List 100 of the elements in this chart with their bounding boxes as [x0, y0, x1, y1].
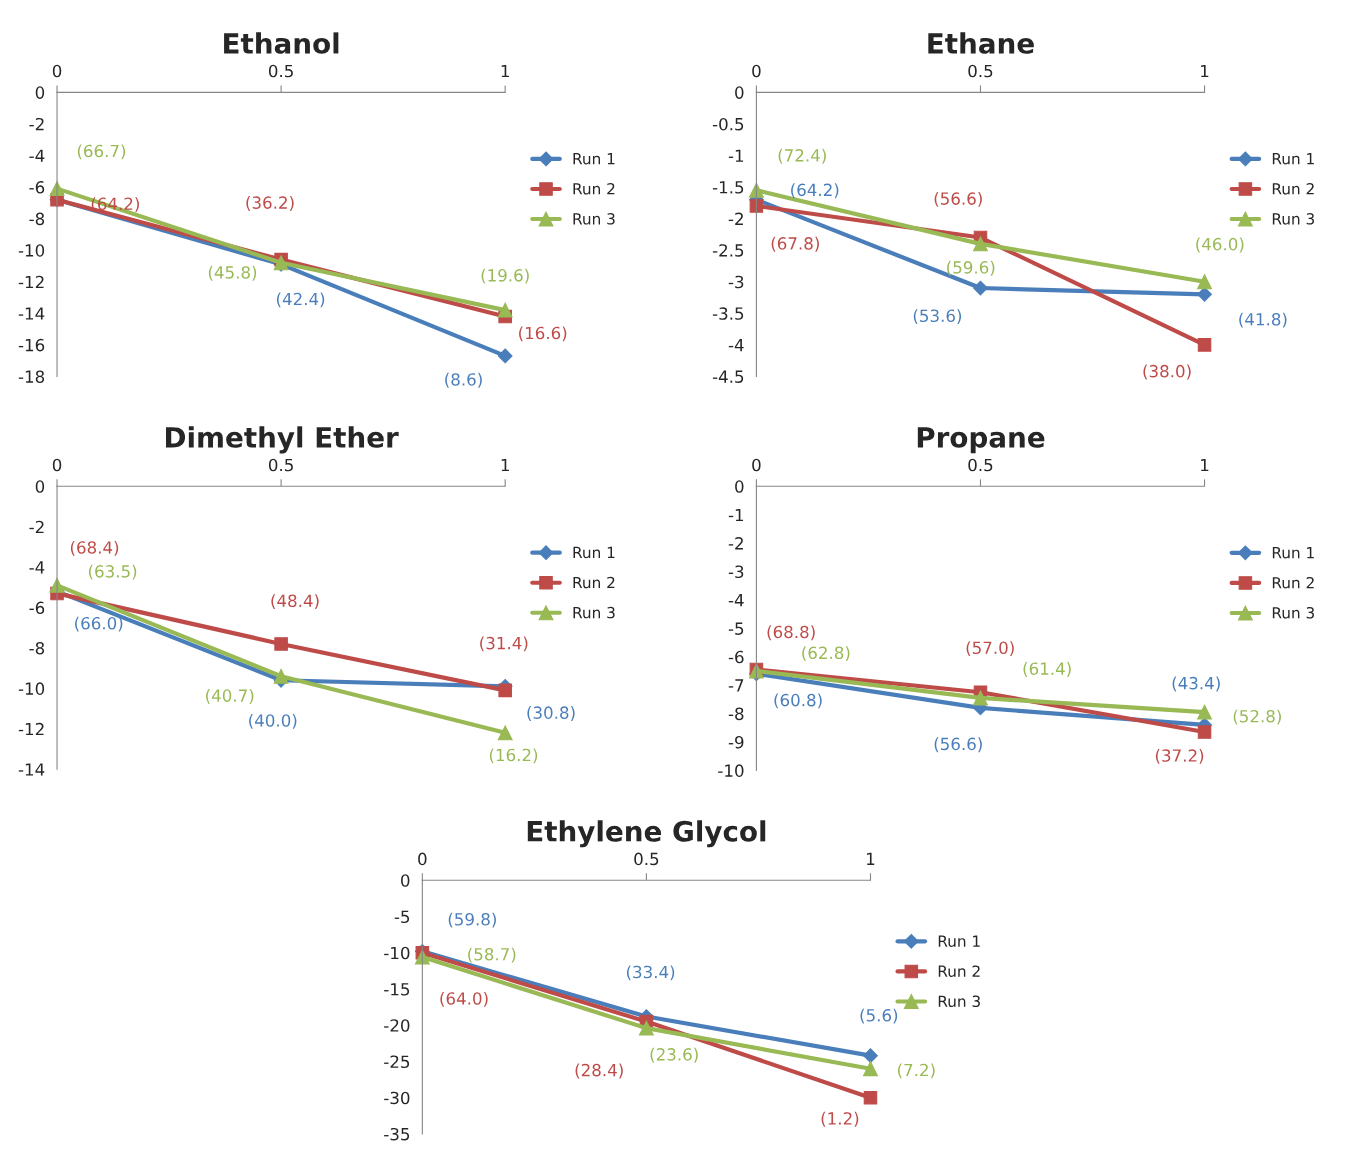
x-tick-label: 0: [52, 458, 62, 472]
x-tick-label: 0.5: [268, 64, 293, 78]
y-tick-label: -10: [18, 682, 45, 695]
annotation: (46.0): [1196, 237, 1244, 253]
y-tick-label: -2: [29, 520, 44, 534]
point: [274, 637, 288, 651]
point: [863, 1048, 878, 1064]
annotation: (67.8): [771, 236, 819, 252]
annotation: (31.4): [480, 636, 528, 652]
legend-label: Run 3: [938, 995, 980, 1008]
y-tick-label: -6: [728, 650, 744, 664]
y-tick-label: 0: [735, 480, 744, 493]
annotation: (40.0): [249, 713, 297, 729]
annotation: (40.7): [206, 689, 254, 704]
point: [863, 1061, 878, 1077]
legend-label: Run 3: [1272, 607, 1315, 619]
legend-label: Run 2: [938, 965, 980, 977]
point: [748, 182, 764, 198]
y-tick-label: -15: [384, 983, 410, 996]
point: [273, 668, 289, 684]
annotation: (59.6): [947, 260, 995, 276]
x-tick-label: 0.5: [968, 458, 993, 472]
point: [1197, 274, 1213, 290]
point: [1197, 286, 1212, 302]
legend-label: Run 1: [573, 153, 615, 165]
y-tick-label: -1: [728, 149, 744, 162]
annotation: (56.6): [934, 191, 982, 207]
x-tick-label: 0.5: [634, 852, 659, 866]
legend-label: Run 1: [1272, 153, 1314, 165]
annotation: (66.0): [75, 616, 123, 632]
x-tick-label: 0.5: [268, 458, 293, 472]
y-tick-label: -4: [29, 149, 45, 162]
legend-label: Run 3: [573, 213, 615, 225]
y-tick-label: -9: [728, 735, 744, 749]
x-tick-label: 1: [501, 64, 509, 78]
y-tick-label: -3: [728, 275, 744, 289]
annotation: (30.8): [527, 706, 575, 721]
y-tick-label: -4: [728, 339, 744, 352]
legend-label: Run 2: [1272, 576, 1314, 589]
legend-label: Run 1: [573, 546, 615, 559]
point: [863, 1090, 878, 1105]
x-tick-label: 1: [867, 852, 875, 865]
annotation: (16.2): [489, 748, 538, 764]
x-tick-label: 0: [752, 64, 761, 78]
point: [638, 1020, 654, 1036]
annotation: (16.6): [519, 326, 567, 342]
y-tick-label: -14: [18, 307, 45, 320]
x-tick-label: 1: [1201, 64, 1209, 78]
annotation: (37.2): [1155, 748, 1204, 764]
y-tick-label: -30: [384, 1091, 410, 1105]
y-tick-label: -6: [29, 601, 45, 615]
y-tick-label: -5: [394, 910, 410, 924]
annotation: (68.4): [70, 540, 119, 556]
legend-label: Run 2: [573, 182, 615, 195]
point: [749, 199, 764, 213]
annotation: (5.6): [860, 1008, 898, 1024]
y-tick-label: 0: [401, 874, 410, 887]
annotation: (61.4): [1023, 662, 1071, 677]
annotation: (41.8): [1239, 312, 1287, 328]
x-tick-label: 0: [752, 458, 761, 472]
legend-label: Run 3: [573, 606, 615, 619]
annotation: (45.8): [208, 265, 257, 281]
annotation: (59.8): [448, 912, 496, 928]
point: [498, 683, 512, 698]
y-tick-label: -8: [29, 212, 45, 226]
annotation: (60.8): [774, 693, 822, 709]
annotation: (53.6): [913, 309, 962, 325]
annotation: (43.4): [1172, 676, 1220, 692]
y-tick-label: -6: [29, 181, 45, 194]
y-tick-label: -4: [29, 561, 45, 574]
annotation: (64.2): [791, 183, 839, 199]
annotation: (19.6): [481, 268, 529, 284]
x-tick-label: 0: [52, 64, 62, 78]
annotation: (48.4): [271, 594, 319, 610]
x-tick-label: 0: [418, 852, 427, 866]
y-tick-label: -35: [384, 1127, 410, 1141]
y-tick-label: 0: [735, 86, 744, 99]
point: [497, 348, 513, 364]
annotation: (36.2): [246, 196, 294, 211]
chart-title: Dimethyl Ether: [166, 426, 399, 454]
annotation: (56.6): [934, 737, 982, 753]
y-tick-label: -8: [728, 707, 744, 721]
point: [414, 949, 430, 965]
y-tick-label: -10: [384, 946, 410, 960]
y-tick-label: -8: [29, 641, 45, 655]
annotation: (8.6): [445, 372, 482, 388]
y-tick-label: -12: [18, 275, 44, 289]
point: [973, 690, 988, 706]
legend-label: Run 2: [1272, 182, 1314, 195]
annotation: (33.4): [626, 965, 675, 981]
y-tick-label: -7: [728, 679, 744, 692]
point: [1197, 338, 1212, 352]
y-tick-label: -14: [18, 763, 45, 776]
chart-title: Propane: [917, 427, 1045, 454]
annotation: (58.7): [468, 947, 516, 963]
y-tick-label: -20: [384, 1019, 410, 1032]
annotation: (1.2): [821, 1111, 859, 1127]
y-tick-label: -25: [384, 1055, 410, 1069]
y-tick-label: -4: [728, 594, 744, 607]
y-tick-label: -2: [728, 212, 743, 225]
